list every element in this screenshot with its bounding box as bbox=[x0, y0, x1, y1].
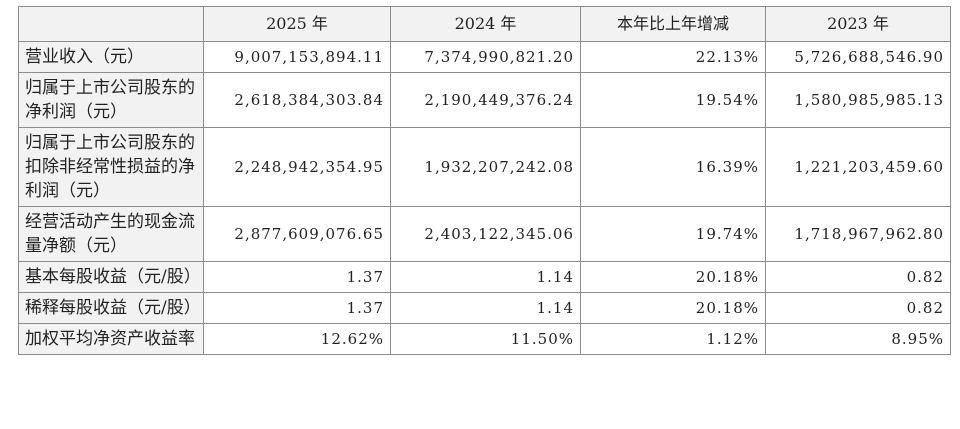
value-cell: 1.12% bbox=[580, 323, 766, 355]
column-header: 本年比上年增减 bbox=[580, 6, 766, 42]
value-cell: 7,374,990,821.20 bbox=[390, 41, 581, 73]
value-cell: 1,221,203,459.60 bbox=[765, 127, 951, 207]
value-cell: 1,580,985,985.13 bbox=[765, 72, 951, 128]
value-cell: 5,726,688,546.90 bbox=[765, 41, 951, 73]
row-label: 加权平均净资产收益率 bbox=[18, 323, 204, 355]
value-cell: 20.18% bbox=[580, 292, 766, 324]
value-cell: 12.62% bbox=[203, 323, 391, 355]
table-row: 稀释每股收益（元/股） 1.37 1.14 20.18% 0.82 bbox=[18, 292, 951, 324]
header-row: 2025 年 2024 年 本年比上年增减 2023 年 bbox=[18, 6, 951, 42]
column-header: 2023 年 bbox=[765, 6, 951, 42]
financial-table: 2025 年 2024 年 本年比上年增减 2023 年 营业收入（元） 9,00… bbox=[18, 6, 951, 355]
value-cell: 20.18% bbox=[580, 261, 766, 293]
column-header: 2025 年 bbox=[203, 6, 391, 42]
value-cell: 0.82 bbox=[765, 292, 951, 324]
value-cell: 19.74% bbox=[580, 206, 766, 262]
row-label: 归属于上市公司股东的净利润（元） bbox=[18, 72, 204, 128]
table-row: 加权平均净资产收益率 12.62% 11.50% 1.12% 8.95% bbox=[18, 323, 951, 355]
value-cell: 2,248,942,354.95 bbox=[203, 127, 391, 207]
value-cell: 9,007,153,894.11 bbox=[203, 41, 391, 73]
value-cell: 0.82 bbox=[765, 261, 951, 293]
value-cell: 1,932,207,242.08 bbox=[390, 127, 581, 207]
row-label: 归属于上市公司股东的扣除非经常性损益的净利润（元） bbox=[18, 127, 204, 207]
value-cell: 16.39% bbox=[580, 127, 766, 207]
value-cell: 11.50% bbox=[390, 323, 581, 355]
table-row: 营业收入（元） 9,007,153,894.11 7,374,990,821.20 2… bbox=[18, 41, 951, 73]
row-label: 营业收入（元） bbox=[18, 41, 204, 73]
value-cell: 2,190,449,376.24 bbox=[390, 72, 581, 128]
value-cell: 1.37 bbox=[203, 261, 391, 293]
value-cell: 8.95% bbox=[765, 323, 951, 355]
table-row: 归属于上市公司股东的扣除非经常性损益的净利润（元） 2,248,942,354.9… bbox=[18, 127, 951, 207]
value-cell: 1.14 bbox=[390, 292, 581, 324]
value-cell: 2,618,384,303.84 bbox=[203, 72, 391, 128]
column-header: 2024 年 bbox=[390, 6, 581, 42]
value-cell: 1,718,967,962.80 bbox=[765, 206, 951, 262]
table-row: 归属于上市公司股东的净利润（元） 2,618,384,303.84 2,190,44… bbox=[18, 72, 951, 128]
value-cell: 1.37 bbox=[203, 292, 391, 324]
table-row: 经营活动产生的现金流量净额（元） 2,877,609,076.65 2,403,12… bbox=[18, 206, 951, 262]
row-label: 基本每股收益（元/股） bbox=[18, 261, 204, 293]
row-label: 经营活动产生的现金流量净额（元） bbox=[18, 206, 204, 262]
value-cell: 1.14 bbox=[390, 261, 581, 293]
corner-cell bbox=[18, 6, 204, 42]
table-body: 营业收入（元） 9,007,153,894.11 7,374,990,821.20 2… bbox=[18, 41, 951, 355]
value-cell: 2,403,122,345.06 bbox=[390, 206, 581, 262]
table-header: 2025 年 2024 年 本年比上年增减 2023 年 bbox=[18, 6, 951, 42]
row-label: 稀释每股收益（元/股） bbox=[18, 292, 204, 324]
value-cell: 22.13% bbox=[580, 41, 766, 73]
table-row: 基本每股收益（元/股） 1.37 1.14 20.18% 0.82 bbox=[18, 261, 951, 293]
value-cell: 19.54% bbox=[580, 72, 766, 128]
value-cell: 2,877,609,076.65 bbox=[203, 206, 391, 262]
